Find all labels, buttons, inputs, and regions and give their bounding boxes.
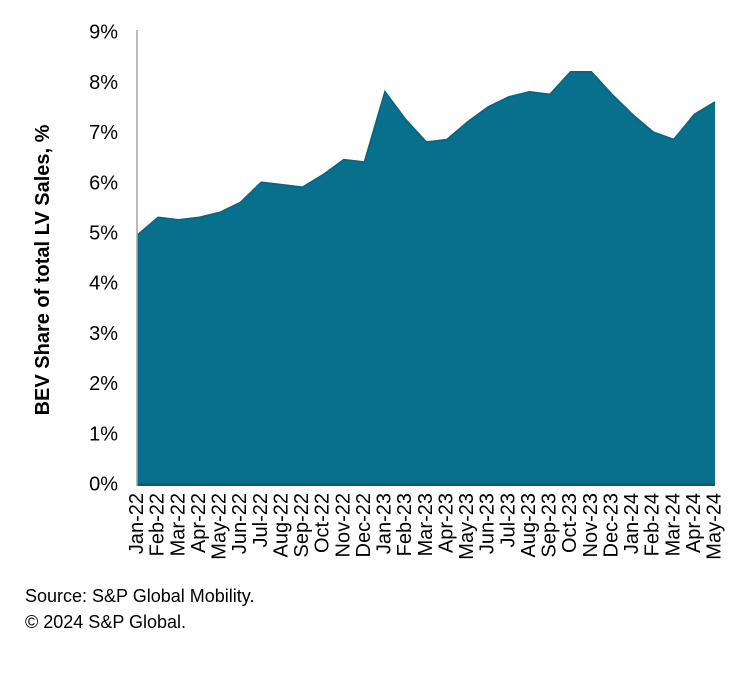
x-tick-label: Nov-23 [580, 493, 602, 557]
y-tick-label: 3% [89, 323, 118, 345]
x-tick-label: Jun-22 [229, 493, 251, 554]
x-axis-tick-labels: Jan-22Feb-22Mar-22Apr-22May-22Jun-22Jul-… [126, 493, 726, 560]
y-axis-tick-labels: 0% 1% 2% 3% 4% 5% 6% 7% 8% 9% [89, 22, 118, 496]
x-tick-label: May-23 [456, 493, 478, 560]
area-series-top-edge [136, 71, 716, 236]
y-tick-label: 5% [89, 223, 118, 245]
x-tick-label: Jun-23 [477, 493, 499, 554]
x-tick-label: Oct-23 [559, 493, 581, 553]
x-tick-label: May-22 [209, 493, 231, 560]
x-tick-label: Jan-23 [374, 493, 396, 554]
x-tick-label: Jul-22 [250, 493, 272, 547]
x-tick-label: Apr-23 [435, 493, 457, 553]
y-tick-label: 6% [89, 172, 118, 194]
x-tick-label: Mar-22 [167, 493, 189, 556]
chart-footer: Source: S&P Global Mobility. © 2024 S&P … [25, 583, 254, 635]
x-tick-label: Oct-22 [312, 493, 334, 553]
y-tick-label: 7% [89, 122, 118, 144]
x-tick-label: Jan-24 [621, 493, 643, 554]
x-tick-label: Mar-23 [415, 493, 437, 556]
x-tick-label: Feb-22 [147, 493, 169, 556]
x-tick-label: Jul-23 [497, 493, 519, 547]
x-tick-label: Mar-24 [662, 493, 684, 556]
area-series-bev-share [137, 71, 715, 487]
x-tick-label: Aug-22 [270, 493, 292, 558]
x-tick-label: Dec-22 [353, 493, 375, 557]
source-text: Source: S&P Global Mobility. [25, 586, 255, 606]
y-tick-label: 9% [89, 22, 118, 44]
y-tick-label: 1% [89, 423, 118, 445]
area-chart-svg: BEV Share of total LV Sales, % 0% 1% 2% 3% 4… [32, 22, 726, 560]
x-tick-label: Jan-22 [126, 493, 148, 554]
x-tick-label: Sep-22 [291, 493, 313, 558]
x-tick-label: Sep-23 [539, 493, 561, 558]
x-tick-label: May-24 [704, 493, 726, 560]
y-axis-title: BEV Share of total LV Sales, % [32, 124, 54, 415]
x-tick-label: Feb-23 [394, 493, 416, 556]
x-tick-label: Nov-22 [332, 493, 354, 557]
y-tick-label: 0% [89, 474, 118, 496]
y-tick-label: 2% [89, 373, 118, 395]
copyright-text: © 2024 S&P Global. [25, 612, 187, 632]
x-tick-label: Apr-24 [683, 493, 705, 553]
x-tick-label: Aug-23 [518, 493, 540, 558]
x-tick-label: Apr-22 [188, 493, 210, 553]
x-tick-label: Feb-24 [642, 493, 664, 556]
y-tick-label: 4% [89, 273, 118, 295]
y-tick-label: 8% [89, 72, 118, 94]
x-tick-label: Dec-23 [600, 493, 622, 557]
